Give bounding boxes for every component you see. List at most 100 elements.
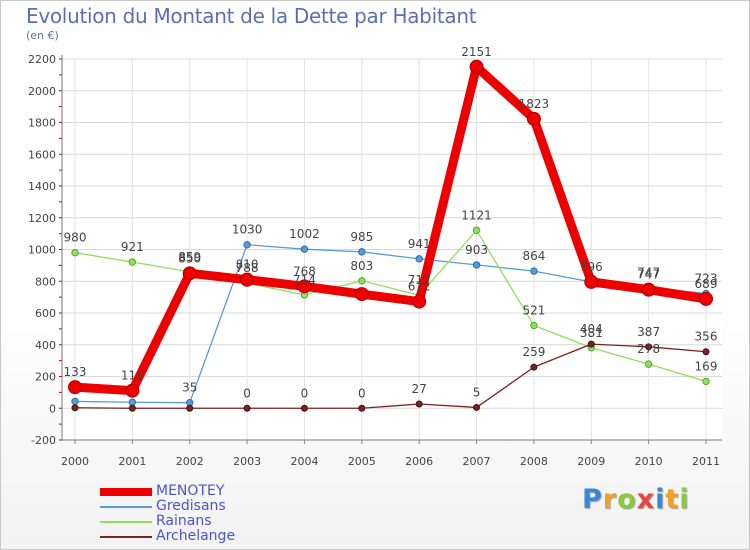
data-label-menotey: 768 [293,264,316,278]
data-point-gredisans [128,398,137,406]
data-label-menotey: 111 [121,369,144,383]
data-label-rainans: 712 [408,273,431,287]
data-label-menotey: 133 [64,365,87,379]
data-point-rainans [358,277,366,285]
data-label-gredisans: 35 [182,381,197,395]
legend-item-archelange: Archelange [100,529,235,544]
data-label-menotey: 850 [178,251,201,265]
legend-label: Archelange [156,528,236,544]
x-tick-label: 2010 [635,455,663,468]
data-point-gredisans [243,241,251,249]
data-label-gredisans: 747 [637,265,660,279]
y-tick-label: 0 [49,402,56,415]
data-point-rainans [644,360,653,368]
x-tick-label: 2005 [348,455,376,468]
data-label-gredisans: 864 [522,249,545,263]
legend-label: MENOTEY [156,483,225,499]
data-label-gredisans: 723 [695,271,718,285]
logo-letter: t [665,484,680,515]
data-label-rainans: 859 [178,250,201,264]
x-tick-label: 2002 [176,455,204,468]
chart-title: Evolution du Montant de la Dette par Hab… [26,4,477,28]
data-label-menotey: 747 [637,268,660,282]
y-tick-label: 1600 [28,148,56,161]
y-tick-label: 600 [35,307,56,320]
data-point-rainans [71,248,79,257]
data-point-rainans [128,258,137,266]
x-tick-label: 2011 [692,455,720,468]
data-point-gredisans [530,267,538,275]
y-tick-label: 1400 [28,180,56,193]
data-point-gredisans [472,261,481,269]
data-label-menotey: 672 [408,280,431,294]
data-point-rainans [530,321,538,330]
data-point-archelange [702,348,710,356]
x-tick-label: 2001 [118,455,146,468]
data-label-menotey: 1823 [519,97,550,111]
logo-letter: o [617,484,637,515]
data-label-archelange: 5 [473,385,481,399]
x-tick-label: 2003 [233,455,261,468]
data-point-archelange [587,340,595,348]
series-line-archelange [74,343,707,409]
data-point-archelange [415,400,423,408]
data-label-archelange: 0 [243,386,251,400]
legend-swatch [100,535,152,538]
data-point-archelange [358,404,366,412]
data-point-gredisans [358,248,366,256]
x-tick-label: 2000 [61,455,89,468]
data-point-menotey [354,287,369,302]
y-tick-label: 200 [35,371,56,384]
data-label-gredisans: 903 [465,243,488,257]
y-tick-label: -200 [31,434,56,447]
data-point-archelange [243,404,251,412]
logo-letter: x [636,484,656,515]
data-label-archelange: 259 [522,345,545,359]
data-label-gredisans: 985 [350,230,373,244]
data-label-archelange: 356 [695,330,718,344]
data-label-gredisans: 941 [408,237,431,251]
x-tick-label: 2006 [405,455,433,468]
data-point-archelange [186,404,194,412]
data-label-rainans: 788 [236,261,259,275]
chart-subtitle: (en €) [26,29,59,42]
data-label-rainans: 521 [522,304,545,318]
data-label-gredisans: 1030 [232,223,263,237]
legend-label: Rainans [156,513,212,529]
legend-label: Gredisans [156,498,226,514]
legend-item-menotey: MENOTEY [100,484,235,499]
data-label-rainans: 980 [64,231,87,245]
logo-letter: i [679,484,690,515]
y-tick-label: 1200 [28,212,56,225]
data-label-rainans: 169 [695,359,718,373]
data-point-menotey [699,291,713,306]
y-tick-label: 2000 [28,85,56,98]
data-point-archelange [128,404,136,412]
legend-item-gredisans: Gredisans [100,499,235,514]
data-point-menotey [584,274,599,289]
y-tick-label: 800 [35,275,56,288]
data-label-archelange: 0 [301,386,309,400]
data-label-archelange: 0 [358,386,366,400]
x-tick-label: 2007 [463,455,491,468]
x-tick-label: 2008 [520,455,548,468]
legend-swatch [100,520,152,523]
data-label-menotey: 810 [236,258,259,272]
data-point-menotey [526,111,541,126]
data-point-archelange [71,404,79,412]
data-point-archelange [645,343,653,351]
series-line-rainans [74,229,707,383]
logo-letter: P [582,484,603,515]
x-tick-label: 2009 [577,455,605,468]
data-point-gredisans [300,245,309,253]
data-label-rainans: 714 [293,273,316,287]
data-label-rainans: 278 [637,342,660,356]
data-point-menotey [641,282,656,297]
data-label-archelange: 27 [412,382,427,396]
data-point-menotey [68,380,82,395]
data-label-gredisans: 1002 [289,227,320,241]
data-point-gredisans [71,397,79,406]
chart-legend: MENOTEY Gredisans Rainans Archelange [100,484,235,544]
data-point-menotey [469,59,484,74]
